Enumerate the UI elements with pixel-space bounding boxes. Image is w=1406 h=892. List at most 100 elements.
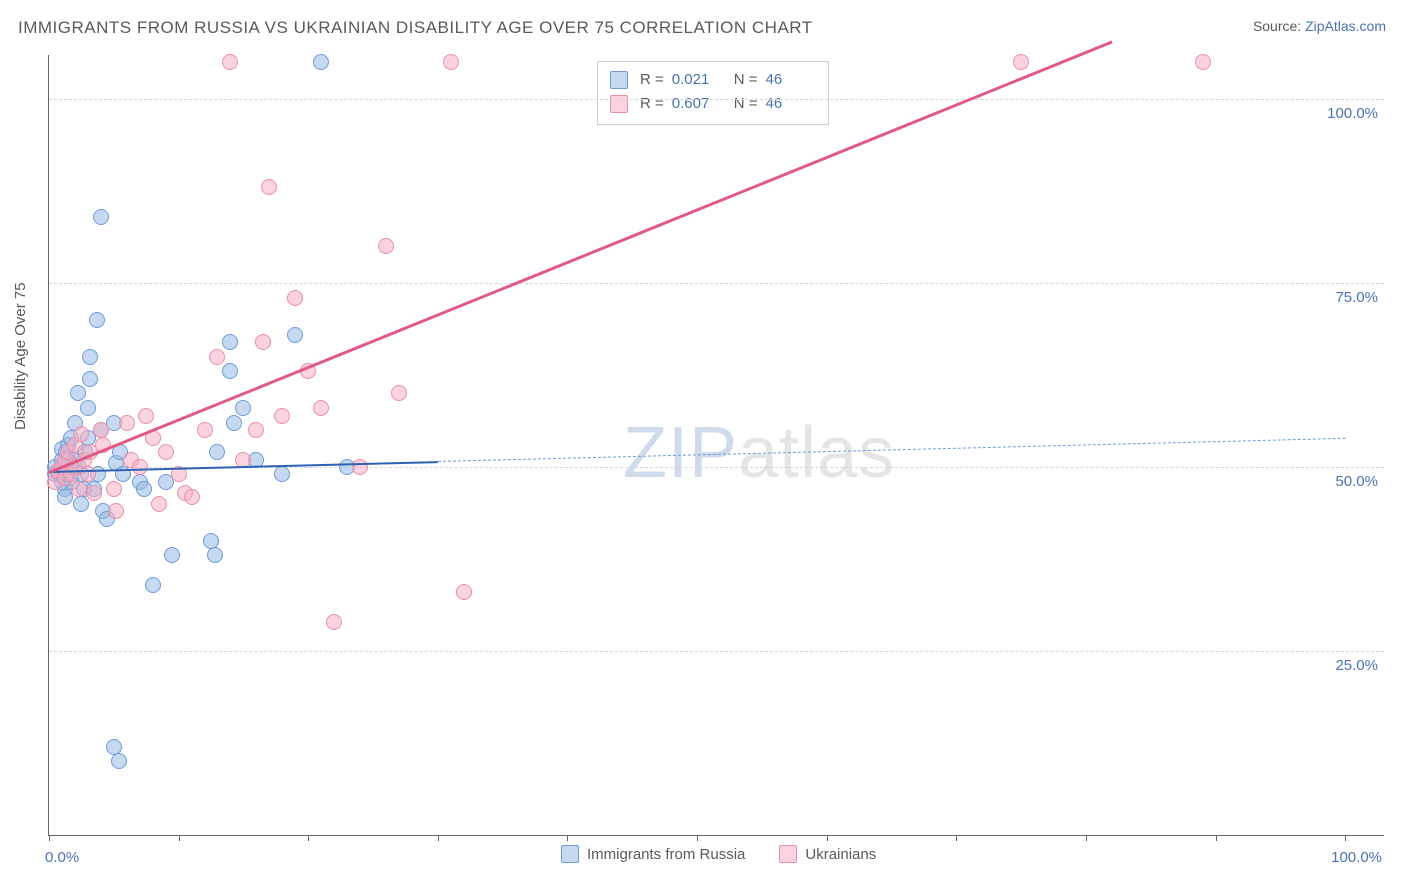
data-point: [274, 466, 290, 482]
data-point: [287, 290, 303, 306]
data-point: [378, 238, 394, 254]
y-tick-label: 75.0%: [1335, 289, 1378, 306]
y-tick-label: 50.0%: [1335, 473, 1378, 490]
data-point: [222, 363, 238, 379]
source-prefix: Source:: [1253, 18, 1305, 34]
data-point: [132, 459, 148, 475]
x-tick: [1086, 835, 1087, 841]
data-point: [222, 54, 238, 70]
data-point: [1013, 54, 1029, 70]
x-tick: [179, 835, 180, 841]
data-point: [443, 54, 459, 70]
data-point: [138, 408, 154, 424]
data-point: [158, 444, 174, 460]
data-point: [226, 415, 242, 431]
x-axis-max-label: 100.0%: [1331, 849, 1382, 866]
data-point: [248, 422, 264, 438]
data-point: [207, 547, 223, 563]
r-value: 0.021: [672, 68, 722, 92]
chart-title: IMMIGRANTS FROM RUSSIA VS UKRAINIAN DISA…: [18, 18, 813, 38]
legend: Immigrants from Russia Ukrainians: [561, 845, 876, 863]
data-point: [209, 444, 225, 460]
correlation-stats-box: R = 0.021 N = 46 R = 0.607 N = 46: [597, 61, 829, 125]
r-label: R =: [640, 92, 664, 116]
y-tick-label: 25.0%: [1335, 657, 1378, 674]
legend-item: Ukrainians: [779, 845, 876, 863]
data-point: [456, 584, 472, 600]
x-tick: [49, 835, 50, 841]
data-point: [222, 334, 238, 350]
data-point: [391, 385, 407, 401]
data-point: [313, 400, 329, 416]
data-point: [82, 371, 98, 387]
data-point: [108, 503, 124, 519]
data-point: [82, 349, 98, 365]
source-attribution: Source: ZipAtlas.com: [1253, 18, 1386, 34]
data-point: [70, 385, 86, 401]
data-point: [119, 415, 135, 431]
legend-swatch: [779, 845, 797, 863]
data-point: [106, 739, 122, 755]
stats-row: R = 0.607 N = 46: [610, 92, 816, 116]
stats-row: R = 0.021 N = 46: [610, 68, 816, 92]
y-axis-label: Disability Age Over 75: [12, 282, 29, 430]
series-swatch: [610, 95, 628, 113]
n-label: N =: [734, 92, 758, 116]
data-point: [203, 533, 219, 549]
data-point: [136, 481, 152, 497]
data-point: [73, 496, 89, 512]
x-tick: [827, 835, 828, 841]
data-point: [93, 422, 109, 438]
y-tick-label: 100.0%: [1327, 105, 1378, 122]
data-point: [1195, 54, 1211, 70]
legend-swatch: [561, 845, 579, 863]
x-tick: [956, 835, 957, 841]
data-point: [164, 547, 180, 563]
data-point: [197, 422, 213, 438]
data-point: [93, 209, 109, 225]
x-tick: [308, 835, 309, 841]
data-point: [255, 334, 271, 350]
legend-item: Immigrants from Russia: [561, 845, 745, 863]
x-tick: [1216, 835, 1217, 841]
data-point: [313, 54, 329, 70]
data-point: [145, 577, 161, 593]
data-point: [235, 400, 251, 416]
data-point: [287, 327, 303, 343]
gridline: [49, 99, 1384, 100]
n-label: N =: [734, 68, 758, 92]
data-point: [80, 400, 96, 416]
data-point: [73, 426, 89, 442]
data-point: [86, 485, 102, 501]
n-value: 46: [766, 92, 816, 116]
legend-label: Immigrants from Russia: [587, 846, 745, 863]
r-value: 0.607: [672, 92, 722, 116]
x-tick: [567, 835, 568, 841]
gridline: [49, 283, 1384, 284]
data-point: [352, 459, 368, 475]
trend-line: [48, 40, 1112, 473]
source-link[interactable]: ZipAtlas.com: [1305, 18, 1386, 34]
x-tick: [1345, 835, 1346, 841]
x-axis-min-label: 0.0%: [45, 849, 79, 866]
data-point: [274, 408, 290, 424]
x-tick: [438, 835, 439, 841]
data-point: [151, 496, 167, 512]
trend-line: [438, 438, 1345, 462]
data-point: [261, 179, 277, 195]
data-point: [184, 489, 200, 505]
data-point: [71, 481, 87, 497]
x-tick: [697, 835, 698, 841]
data-point: [326, 614, 342, 630]
gridline: [49, 651, 1384, 652]
data-point: [209, 349, 225, 365]
n-value: 46: [766, 68, 816, 92]
data-point: [80, 466, 96, 482]
scatter-plot-area: ZIPatlas R =0.021N =46R =0.607N =46 25.0…: [48, 55, 1384, 836]
data-point: [106, 481, 122, 497]
data-point: [89, 312, 105, 328]
legend-label: Ukrainians: [805, 846, 876, 863]
series-swatch: [610, 71, 628, 89]
r-label: R =: [640, 68, 664, 92]
data-point: [111, 753, 127, 769]
